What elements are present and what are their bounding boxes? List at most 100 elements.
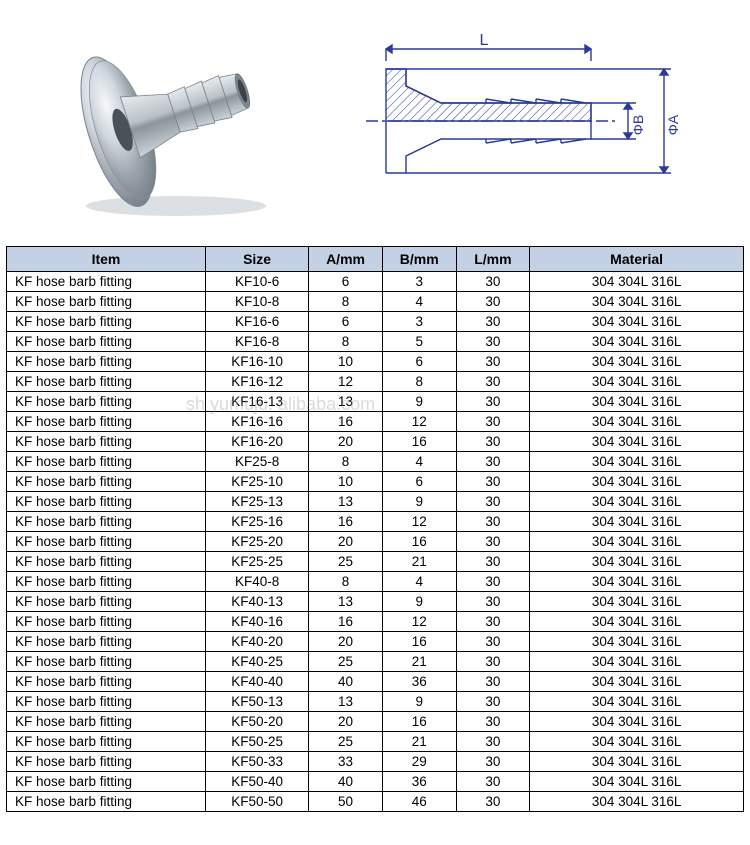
table-cell: 30: [456, 332, 530, 352]
table-cell: 304 304L 316L: [530, 792, 744, 812]
table-row: KF hose barb fittingKF40-25252130304 304…: [7, 652, 744, 672]
table-cell: 16: [382, 532, 456, 552]
table-cell: 29: [382, 752, 456, 772]
table-row: KF hose barb fittingKF40-1313930304 304L…: [7, 592, 744, 612]
table-cell: 9: [382, 692, 456, 712]
table-cell: 304 304L 316L: [530, 512, 744, 532]
table-cell: 6: [382, 472, 456, 492]
table-cell: 304 304L 316L: [530, 692, 744, 712]
table-cell: 304 304L 316L: [530, 472, 744, 492]
table-cell: 20: [309, 712, 383, 732]
table-cell: KF hose barb fitting: [7, 592, 206, 612]
table-cell: 304 304L 316L: [530, 732, 744, 752]
fitting-render-icon: [26, 16, 306, 226]
table-row: KF hose barb fittingKF10-66330304 304L 3…: [7, 272, 744, 292]
table-cell: 5: [382, 332, 456, 352]
table-cell: 25: [309, 732, 383, 752]
table-body: KF hose barb fittingKF10-66330304 304L 3…: [7, 272, 744, 812]
table-cell: 4: [382, 292, 456, 312]
table-row: KF hose barb fittingKF16-1010630304 304L…: [7, 352, 744, 372]
col-header-b: B/mm: [382, 247, 456, 272]
table-cell: 30: [456, 692, 530, 712]
table-cell: 16: [309, 612, 383, 632]
table-cell: 8: [309, 452, 383, 472]
table-cell: 12: [382, 412, 456, 432]
table-cell: KF hose barb fitting: [7, 712, 206, 732]
table-cell: 30: [456, 572, 530, 592]
table-wrapper: sh yumuju. alibaba.com Item Size A/mm B/…: [6, 246, 744, 812]
table-cell: 6: [309, 272, 383, 292]
table-cell: KF hose barb fitting: [7, 692, 206, 712]
table-cell: KF hose barb fitting: [7, 492, 206, 512]
table-cell: 9: [382, 492, 456, 512]
table-cell: 304 304L 316L: [530, 372, 744, 392]
table-cell: 30: [456, 372, 530, 392]
table-cell: 304 304L 316L: [530, 492, 744, 512]
table-row: KF hose barb fittingKF25-16161230304 304…: [7, 512, 744, 532]
table-cell: 30: [456, 412, 530, 432]
col-header-a: A/mm: [309, 247, 383, 272]
table-cell: 30: [456, 592, 530, 612]
table-row: KF hose barb fittingKF40-88430304 304L 3…: [7, 572, 744, 592]
dim-phiA-label: ΦA: [665, 114, 681, 135]
table-cell: KF16-8: [206, 332, 309, 352]
table-cell: 304 304L 316L: [530, 592, 744, 612]
table-cell: 304 304L 316L: [530, 772, 744, 792]
col-header-material: Material: [530, 247, 744, 272]
table-cell: KF40-20: [206, 632, 309, 652]
table-cell: KF25-16: [206, 512, 309, 532]
table-cell: 3: [382, 272, 456, 292]
table-cell: 8: [309, 332, 383, 352]
table-cell: 9: [382, 392, 456, 412]
table-cell: 13: [309, 592, 383, 612]
table-cell: 6: [309, 312, 383, 332]
table-cell: 3: [382, 312, 456, 332]
table-cell: 30: [456, 492, 530, 512]
table-cell: 30: [456, 292, 530, 312]
col-header-size: Size: [206, 247, 309, 272]
table-cell: 304 304L 316L: [530, 632, 744, 652]
table-cell: KF hose barb fitting: [7, 392, 206, 412]
table-cell: KF hose barb fitting: [7, 772, 206, 792]
table-cell: 30: [456, 652, 530, 672]
table-cell: 16: [309, 512, 383, 532]
table-cell: 304 304L 316L: [530, 432, 744, 452]
table-cell: 30: [456, 352, 530, 372]
table-cell: 12: [382, 512, 456, 532]
table-cell: KF16-16: [206, 412, 309, 432]
table-cell: KF16-6: [206, 312, 309, 332]
table-row: KF hose barb fittingKF50-50504630304 304…: [7, 792, 744, 812]
table-cell: 30: [456, 472, 530, 492]
table-header-row: Item Size A/mm B/mm L/mm Material: [7, 247, 744, 272]
table-cell: KF50-50: [206, 792, 309, 812]
table-cell: 8: [382, 372, 456, 392]
table-cell: KF hose barb fitting: [7, 312, 206, 332]
table-cell: 21: [382, 652, 456, 672]
table-row: KF hose barb fittingKF50-40403630304 304…: [7, 772, 744, 792]
table-cell: 46: [382, 792, 456, 812]
table-cell: KF25-20: [206, 532, 309, 552]
table-cell: KF50-13: [206, 692, 309, 712]
table-cell: 30: [456, 712, 530, 732]
col-header-l: L/mm: [456, 247, 530, 272]
table-cell: 304 304L 316L: [530, 612, 744, 632]
table-cell: 30: [456, 792, 530, 812]
table-cell: KF25-25: [206, 552, 309, 572]
table-cell: 304 304L 316L: [530, 452, 744, 472]
table-row: KF hose barb fittingKF16-66330304 304L 3…: [7, 312, 744, 332]
table-row: KF hose barb fittingKF25-1010630304 304L…: [7, 472, 744, 492]
table-row: KF hose barb fittingKF40-20201630304 304…: [7, 632, 744, 652]
table-cell: KF hose barb fitting: [7, 652, 206, 672]
table-cell: 33: [309, 752, 383, 772]
table-cell: 10: [309, 472, 383, 492]
table-cell: 4: [382, 452, 456, 472]
col-header-item: Item: [7, 247, 206, 272]
table-cell: KF hose barb fitting: [7, 732, 206, 752]
table-row: KF hose barb fittingKF25-25252130304 304…: [7, 552, 744, 572]
table-cell: 30: [456, 612, 530, 632]
table-cell: KF25-10: [206, 472, 309, 492]
table-cell: 304 304L 316L: [530, 292, 744, 312]
table-cell: 21: [382, 732, 456, 752]
table-cell: 30: [456, 532, 530, 552]
table-cell: KF40-25: [206, 652, 309, 672]
